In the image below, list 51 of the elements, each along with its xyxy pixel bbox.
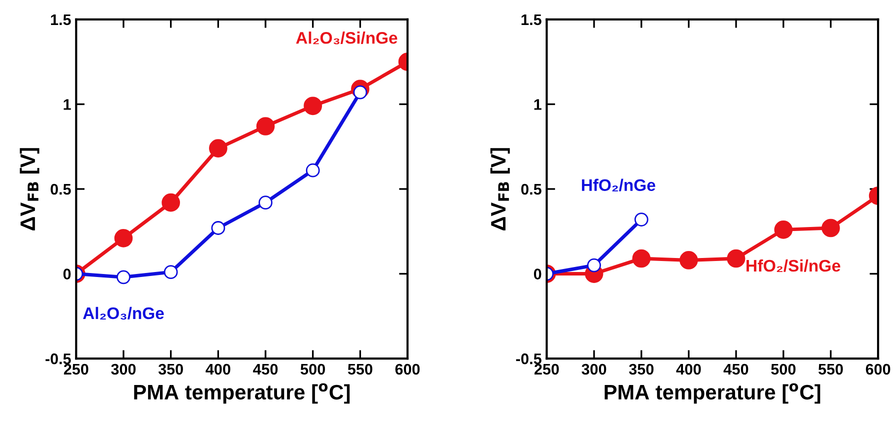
point — [304, 96, 322, 116]
x-tick-label: 500 — [771, 364, 796, 375]
y-tick-label: 0 — [534, 268, 542, 280]
x-tick-label: 250 — [534, 364, 559, 375]
series-label: HfO₂/nGe — [582, 178, 656, 192]
point — [634, 212, 648, 226]
x-tick-label: 600 — [395, 364, 420, 375]
point — [162, 193, 180, 212]
y-tick-label: 1 — [534, 99, 542, 110]
x-tick-label: 600 — [866, 364, 890, 375]
y-tick-label: 1.5 — [522, 14, 542, 26]
point — [256, 117, 275, 136]
point — [114, 229, 133, 248]
point — [774, 220, 793, 239]
point — [209, 139, 228, 158]
y-tick-label: 1.5 — [51, 14, 71, 26]
x-tick-label: 350 — [158, 364, 183, 375]
x-tick-label: 400 — [206, 364, 230, 375]
y-tick-label: 0.5 — [521, 184, 542, 195]
point — [211, 221, 226, 235]
x-tick-label: 550 — [348, 364, 372, 375]
x-tick-label: 300 — [111, 364, 136, 375]
x-tick-label: 350 — [628, 364, 654, 375]
x-axis-title: PMA temperature [$^{o}$C] — [134, 383, 350, 404]
series-label: HfO₂/Si/nGe — [746, 259, 840, 272]
x-tick-label: 250 — [64, 364, 88, 375]
point — [587, 258, 601, 272]
point — [680, 251, 698, 270]
series-label: Al₂O₃/Si/nGe — [296, 32, 398, 44]
y-tick-label: 0 — [63, 268, 71, 280]
y-tick-label: 0.5 — [50, 184, 71, 195]
x-tick-label: 400 — [676, 364, 701, 375]
point — [258, 196, 272, 210]
point — [116, 270, 130, 284]
x-axis-title: PMA temperature [$^{o}$C] — [604, 383, 820, 404]
x-tick-label: 500 — [300, 364, 325, 375]
point — [726, 249, 746, 268]
point — [164, 265, 178, 280]
x-tick-label: 300 — [582, 364, 606, 375]
point — [822, 218, 840, 238]
x-tick-label: 450 — [724, 364, 748, 375]
y-axis-title: ΔV$_{FB}$ [V] — [490, 148, 510, 230]
point — [306, 163, 320, 178]
series-label: Al₂O₃/nGe — [83, 306, 164, 320]
y-tick-label: -0.5 — [46, 353, 71, 364]
y-axis-title: ΔV$_{FB}$ [V] — [20, 148, 40, 230]
x-tick-label: 450 — [253, 364, 278, 375]
x-tick-label: 550 — [818, 364, 843, 375]
point — [632, 249, 651, 268]
y-tick-label: 1 — [64, 99, 71, 110]
y-tick-label: -0.5 — [516, 353, 542, 364]
